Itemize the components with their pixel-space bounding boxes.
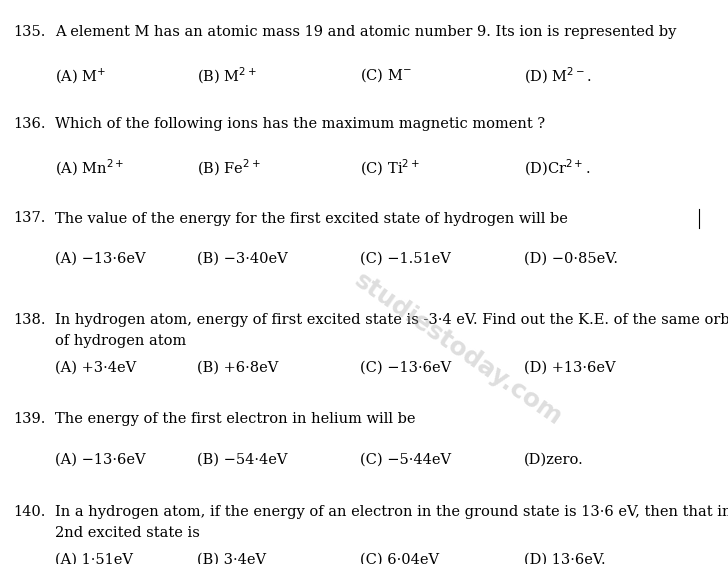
Text: 2nd excited state is: 2nd excited state is [55,526,199,540]
Text: 135.: 135. [13,25,45,39]
Text: (C) 6·04eV: (C) 6·04eV [360,553,440,564]
Text: 137.: 137. [13,212,45,226]
Text: 140.: 140. [13,505,45,519]
Text: (A) M$^{+}$: (A) M$^{+}$ [55,66,106,85]
Text: The energy of the first electron in helium will be: The energy of the first electron in heli… [55,412,415,426]
Text: (B) +6·8eV: (B) +6·8eV [197,361,278,375]
Text: Which of the following ions has the maximum magnetic moment ?: Which of the following ions has the maxi… [55,117,545,131]
Text: 138.: 138. [13,313,46,327]
Text: A element M has an atomic mass 19 and atomic number 9. Its ion is represented by: A element M has an atomic mass 19 and at… [55,25,676,39]
Text: (A) Mn$^{2+}$: (A) Mn$^{2+}$ [55,157,124,178]
Text: of hydrogen atom: of hydrogen atom [55,334,186,349]
Text: (B) M$^{2+}$: (B) M$^{2+}$ [197,66,256,86]
Text: (C) Ti$^{2+}$: (C) Ti$^{2+}$ [360,157,420,178]
Text: (C) M$^{-}$: (C) M$^{-}$ [360,66,412,83]
Text: 139.: 139. [13,412,45,426]
Text: (C) −13·6eV: (C) −13·6eV [360,361,451,375]
Text: (A) 1·51eV: (A) 1·51eV [55,553,132,564]
Text: (D) 13·6eV.: (D) 13·6eV. [524,553,606,564]
Text: studiestoday.com: studiestoday.com [350,268,567,431]
Text: (D) M$^{2-}$.: (D) M$^{2-}$. [524,66,592,86]
Text: (D)Cr$^{2+}$.: (D)Cr$^{2+}$. [524,157,590,178]
Text: In hydrogen atom, energy of first excited state is -3·4 eV. Find out the K.E. of: In hydrogen atom, energy of first excite… [55,313,728,327]
Text: (D) +13·6eV: (D) +13·6eV [524,361,616,375]
Text: (B) −3·40eV: (B) −3·40eV [197,252,288,266]
Text: (A) +3·4eV: (A) +3·4eV [55,361,136,375]
Text: (B) −54·4eV: (B) −54·4eV [197,452,287,466]
Text: (B) 3·4eV: (B) 3·4eV [197,553,266,564]
Text: (C) −1.51eV: (C) −1.51eV [360,252,451,266]
Text: (D)zero.: (D)zero. [524,452,584,466]
Text: The value of the energy for the first excited state of hydrogen will be: The value of the energy for the first ex… [55,212,567,226]
Text: (B) Fe$^{2+}$: (B) Fe$^{2+}$ [197,157,261,178]
Text: In a hydrogen atom, if the energy of an electron in the ground state is 13·6 eV,: In a hydrogen atom, if the energy of an … [55,505,728,519]
Text: (A) −13·6eV: (A) −13·6eV [55,452,145,466]
Text: (A) −13·6eV: (A) −13·6eV [55,252,145,266]
Text: (C) −5·44eV: (C) −5·44eV [360,452,451,466]
Text: 136.: 136. [13,117,46,131]
Text: (D) −0·85eV.: (D) −0·85eV. [524,252,618,266]
